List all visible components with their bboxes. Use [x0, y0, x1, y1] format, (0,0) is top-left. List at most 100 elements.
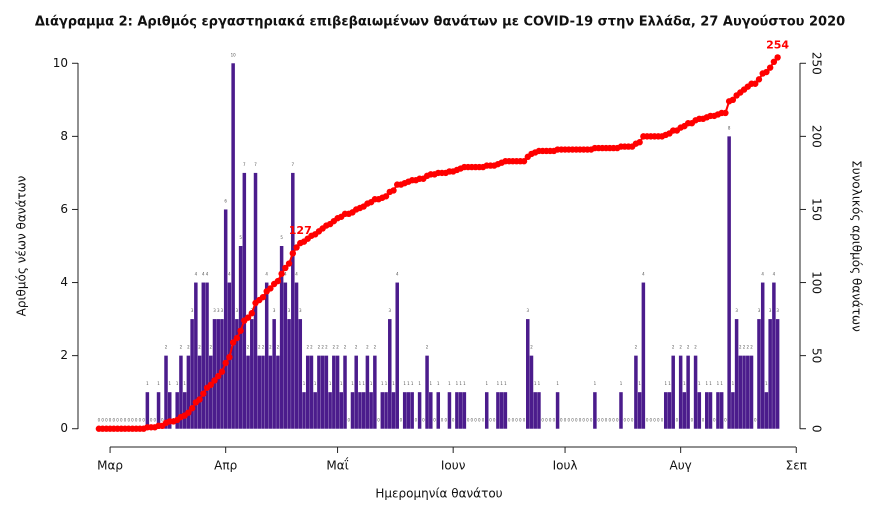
bar-value-label: 2	[306, 345, 309, 350]
bar-value-label: 2	[344, 345, 347, 350]
bar-value-label: 1	[683, 381, 686, 386]
bar	[388, 319, 392, 429]
bar-value-label: 5	[239, 235, 242, 240]
bar-value-label: 3	[221, 308, 224, 313]
bar-value-label: 0	[627, 418, 630, 423]
bar-value-label: 0	[579, 418, 582, 423]
annotation: 127	[289, 224, 312, 237]
bar-value-label: 1	[168, 381, 171, 386]
bar	[555, 392, 560, 429]
bar	[768, 319, 772, 429]
bar	[272, 319, 276, 429]
bar	[537, 392, 541, 429]
y-tick-label: 10	[53, 56, 68, 70]
bar-value-label: 2	[426, 345, 429, 350]
bar-value-label: 1	[698, 381, 701, 386]
bar-value-label: 1	[362, 381, 365, 386]
bar-value-label: 0	[702, 418, 705, 423]
bar-value-label: 0	[545, 418, 548, 423]
bar	[764, 392, 769, 429]
bar-value-label: 0	[508, 418, 511, 423]
y2-tick-label: 150	[810, 198, 824, 221]
bar	[667, 392, 672, 429]
bar-value-label: 0	[489, 418, 492, 423]
bar-value-label: 1	[418, 381, 421, 386]
bar-value-label: 3	[388, 308, 391, 313]
bar-value-label: 4	[295, 272, 298, 277]
bar-value-label: 0	[519, 418, 522, 423]
bar	[167, 392, 172, 429]
bar-value-label: 2	[366, 345, 369, 350]
bar-value-label: 2	[310, 345, 313, 350]
bar-value-label: 1	[183, 381, 186, 386]
bar-value-label: 0	[601, 418, 604, 423]
bar-value-label: 7	[292, 162, 295, 167]
bar-value-label: 1	[500, 381, 503, 386]
bar-value-label: 2	[325, 345, 328, 350]
bar-value-label: 2	[687, 345, 690, 350]
bar-value-label: 3	[288, 308, 291, 313]
bar-value-label: 0	[433, 418, 436, 423]
bar-value-label: 4	[761, 272, 764, 277]
bar	[298, 319, 303, 429]
bar	[462, 392, 467, 429]
bar	[276, 355, 280, 429]
bar-value-label: 1	[664, 381, 667, 386]
bar	[529, 355, 534, 429]
x-axis-title: Ημερομηνία θανάτου	[375, 487, 502, 501]
cumulative-point	[722, 109, 729, 117]
bar-value-label: 3	[526, 308, 529, 313]
bar-value-label: 2	[180, 345, 183, 350]
cumulative-point	[636, 139, 643, 146]
bar-value-label: 2	[333, 345, 336, 350]
bar	[634, 355, 638, 429]
bar-value-label: 7	[254, 162, 257, 167]
bar-value-label: 1	[370, 381, 373, 386]
bar-value-label: 3	[273, 308, 276, 313]
bar	[455, 392, 459, 429]
bar-value-label: 1	[157, 381, 160, 386]
bar-value-label: 2	[187, 345, 190, 350]
bar-value-label: 1	[407, 381, 410, 386]
bar	[705, 392, 709, 429]
bar	[458, 392, 463, 429]
y-axis-title: Αριθμός νέων θανάτων	[15, 175, 29, 316]
bar-value-label: 4	[773, 272, 776, 277]
cumulative-point	[233, 334, 241, 342]
bar	[738, 355, 743, 429]
bar-value-label: 4	[284, 272, 287, 277]
bar-value-label: 0	[631, 418, 634, 423]
cumulative-point	[188, 405, 196, 412]
bar	[182, 392, 187, 429]
bar	[708, 392, 713, 429]
cumulative-point	[729, 96, 737, 104]
bar-value-label: 0	[616, 418, 619, 423]
bar-value-label: 0	[623, 418, 626, 423]
bar-value-label: 1	[448, 381, 451, 386]
bar-value-label: 2	[530, 345, 533, 350]
bar	[361, 392, 366, 429]
bar-value-label: 2	[258, 345, 261, 350]
bar-value-label: 10	[231, 52, 237, 57]
y-tick-label: 4	[60, 275, 68, 289]
bar-value-label: 1	[176, 381, 179, 386]
bar	[447, 392, 452, 429]
bar-value-label: 0	[116, 418, 119, 423]
bar-value-label: 0	[568, 418, 571, 423]
bar-value-label: 1	[463, 381, 466, 386]
bar	[320, 355, 325, 429]
bar	[223, 209, 228, 429]
cumulative-point	[766, 64, 774, 71]
bar-value-label: 3	[191, 308, 194, 313]
bar	[719, 392, 724, 429]
bar-value-label: 1	[329, 381, 332, 386]
bar-value-label: 1	[303, 381, 306, 386]
cumulative-point	[274, 277, 282, 285]
bar-value-label: 0	[553, 418, 556, 423]
x-tick-label: Ιουλ	[553, 459, 578, 473]
bar-value-label: 3	[213, 308, 216, 313]
bar-value-label: 1	[594, 381, 597, 386]
bar-value-label: 4	[642, 272, 645, 277]
bar	[686, 355, 690, 429]
cumulative-point	[244, 314, 252, 321]
